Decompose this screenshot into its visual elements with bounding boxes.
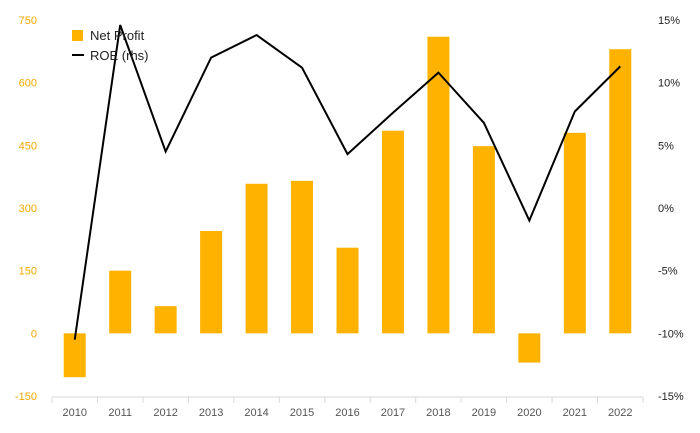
x-tick-label-2019: 2019 [472,407,496,419]
bar-2022 [609,49,632,334]
bar-2010 [63,333,86,378]
bar-2017 [381,130,404,334]
legend-label-roe: ROE (rhs) [90,48,149,63]
y-right-tick-label: -10% [658,328,684,340]
y-left-tick-label: 750 [19,15,37,27]
bar-2020 [518,333,541,363]
bar-2018 [427,36,450,334]
legend-swatch-net-profit [72,30,83,41]
y-left-tick-label: 300 [19,203,37,215]
bar-2021 [563,132,586,334]
roe-line [73,24,621,340]
y-axis-right: -15% -10% -5% 0% 5% 10% 15% [658,15,684,403]
x-tick-label-2017: 2017 [381,407,405,419]
x-tick-label-2020: 2020 [517,407,541,419]
y-right-tick-label: -5% [658,266,678,278]
x-tick-label-2013: 2013 [199,407,223,419]
y-left-tick-label: 450 [19,140,37,152]
y-right-tick-label: 0% [658,203,674,215]
x-tick-label-2018: 2018 [426,407,450,419]
y-right-tick-label: 10% [658,78,680,90]
x-tick-label-2016: 2016 [335,407,359,419]
y-left-tick-label: -150 [15,391,37,403]
bar-2014 [245,183,268,334]
x-tick-label-2015: 2015 [290,407,314,419]
line-series-roe [73,24,621,340]
y-right-tick-label: -15% [658,391,684,403]
y-right-tick-label: 5% [658,140,674,152]
x-tick-label-2022: 2022 [608,407,632,419]
x-tick-label-2010: 2010 [62,407,86,419]
x-tick-label-2012: 2012 [153,407,177,419]
bar-2015 [291,180,314,334]
bar-series-net-profit [63,36,632,378]
y-right-tick-label: 15% [658,15,680,27]
legend: Net Profit ROE (rhs) [72,28,149,63]
x-axis: 2010 2011 2012 2013 2014 2015 2016 2017 2018 2019… [51,396,644,419]
bar-2012 [154,306,177,334]
bar-2013 [200,230,223,334]
bar-2011 [109,270,132,334]
legend-label-net-profit: Net Profit [90,28,145,43]
y-axis-left: -150 0 150 300 450 600 750 [15,15,37,403]
y-left-tick-label: 150 [19,266,37,278]
x-tick-label-2021: 2021 [563,407,587,419]
y-left-tick-label: 600 [19,78,37,90]
bar-2019 [472,146,495,334]
x-tick-label-2011: 2011 [108,407,132,419]
y-left-tick-label: 0 [31,328,37,340]
bar-2016 [336,247,359,334]
x-tick-label-2014: 2014 [244,407,268,419]
